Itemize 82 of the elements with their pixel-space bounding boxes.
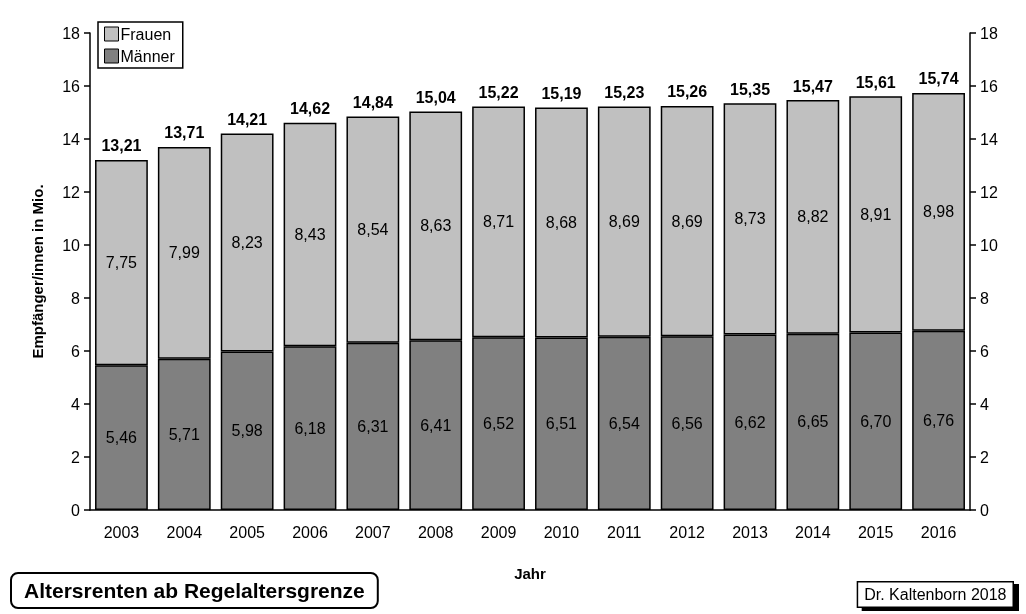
data-label: 6,54 bbox=[608, 414, 640, 432]
data-label: 8,73 bbox=[734, 210, 766, 228]
total-label: 15,35 bbox=[729, 80, 771, 98]
data-label: 8,98 bbox=[923, 203, 955, 221]
text: Altersrenten ab Regelaltersgrenze bbox=[24, 579, 365, 602]
data-label: 8,68 bbox=[545, 213, 578, 231]
data-label: 6,76 bbox=[923, 411, 955, 429]
x-tick-label: 2005 bbox=[229, 523, 266, 541]
y2-tick-label: 0 bbox=[980, 501, 989, 519]
data-label: 8,91 bbox=[860, 205, 892, 223]
x-tick-label: 2003 bbox=[103, 523, 140, 541]
x-axis-title: Jahr bbox=[514, 565, 546, 582]
y-tick-label: 14 bbox=[62, 130, 81, 148]
data-label: 6,62 bbox=[734, 413, 766, 431]
data-label: 5,98 bbox=[231, 422, 263, 440]
y2-tick-label: 18 bbox=[980, 24, 998, 42]
x-tick-label: 2009 bbox=[480, 523, 517, 541]
data-label: 6,31 bbox=[357, 417, 389, 435]
y-tick-label: 4 bbox=[71, 395, 81, 413]
data-label: 6,70 bbox=[860, 412, 892, 430]
data-label: 6,41 bbox=[420, 416, 452, 434]
data-label: 5,46 bbox=[105, 429, 138, 447]
data-label: 7,99 bbox=[168, 244, 200, 262]
total-label: 13,71 bbox=[164, 124, 205, 142]
data-label: 8,69 bbox=[608, 213, 640, 231]
total-label: 15,47 bbox=[792, 77, 833, 95]
data-label: 6,56 bbox=[671, 414, 703, 432]
data-label: 8,43 bbox=[294, 226, 326, 244]
total-label: 15,22 bbox=[478, 83, 519, 101]
data-label: 6,18 bbox=[294, 419, 326, 437]
y2-tick-label: 12 bbox=[980, 183, 998, 201]
legend-label: Frauen bbox=[120, 25, 172, 43]
total-label: 15,19 bbox=[541, 84, 582, 102]
x-tick-label: 2006 bbox=[292, 523, 328, 541]
total-label: 14,62 bbox=[289, 100, 331, 118]
y2-tick-label: 6 bbox=[980, 342, 989, 360]
y-tick-label: 12 bbox=[62, 183, 81, 201]
data-label: 8,54 bbox=[357, 221, 389, 239]
y-tick-label: 16 bbox=[62, 77, 81, 95]
x-tick-label: 2008 bbox=[417, 523, 454, 541]
y-tick-label: 18 bbox=[62, 24, 81, 42]
x-tick-label: 2007 bbox=[355, 523, 391, 541]
y2-tick-label: 4 bbox=[980, 395, 989, 413]
x-tick-label: 2016 bbox=[920, 523, 957, 541]
x-tick-label: 2010 bbox=[543, 523, 580, 541]
total-label: 15,23 bbox=[604, 83, 645, 101]
total-label: 15,04 bbox=[415, 88, 456, 106]
y-tick-label: 0 bbox=[71, 501, 81, 519]
y-tick-label: 8 bbox=[71, 289, 81, 307]
x-tick-label: 2011 bbox=[607, 523, 642, 541]
x-tick-label: 2004 bbox=[166, 523, 203, 541]
y2-tick-label: 16 bbox=[980, 77, 998, 95]
y2-tick-label: 10 bbox=[980, 236, 998, 254]
y2-tick-label: 2 bbox=[980, 448, 989, 466]
total-label: 14,84 bbox=[352, 93, 393, 111]
total-label: 13,21 bbox=[101, 137, 142, 155]
y-axis-title: Empfänger/innen in Mio. bbox=[29, 184, 46, 359]
y-tick-label: 6 bbox=[71, 342, 81, 360]
data-label: 8,23 bbox=[231, 233, 263, 251]
x-tick-label: 2015 bbox=[857, 523, 894, 541]
data-label: 8,69 bbox=[671, 212, 703, 230]
total-label: 15,26 bbox=[667, 83, 708, 101]
legend-label: Männer bbox=[120, 47, 176, 65]
x-tick-label: 2013 bbox=[732, 523, 768, 541]
y2-tick-label: 8 bbox=[980, 289, 989, 307]
x-tick-label: 2014 bbox=[795, 523, 831, 541]
data-label: 8,71 bbox=[483, 213, 515, 231]
data-label: 7,75 bbox=[105, 254, 138, 272]
data-label: 8,82 bbox=[797, 208, 829, 226]
total-label: 15,74 bbox=[918, 70, 959, 88]
data-label: 6,65 bbox=[797, 413, 829, 431]
x-tick-label: 2012 bbox=[669, 523, 706, 541]
text: Dr. Kaltenborn 2018 bbox=[864, 586, 1007, 603]
y2-tick-label: 14 bbox=[980, 130, 998, 148]
data-label: 8,63 bbox=[420, 217, 452, 235]
y-tick-label: 2 bbox=[71, 448, 81, 466]
data-label: 6,52 bbox=[483, 415, 515, 433]
total-label: 15,61 bbox=[855, 73, 896, 91]
data-label: 6,51 bbox=[545, 415, 578, 433]
total-label: 14,21 bbox=[227, 110, 268, 128]
data-label: 5,71 bbox=[168, 425, 200, 443]
y-tick-label: 10 bbox=[62, 236, 81, 254]
